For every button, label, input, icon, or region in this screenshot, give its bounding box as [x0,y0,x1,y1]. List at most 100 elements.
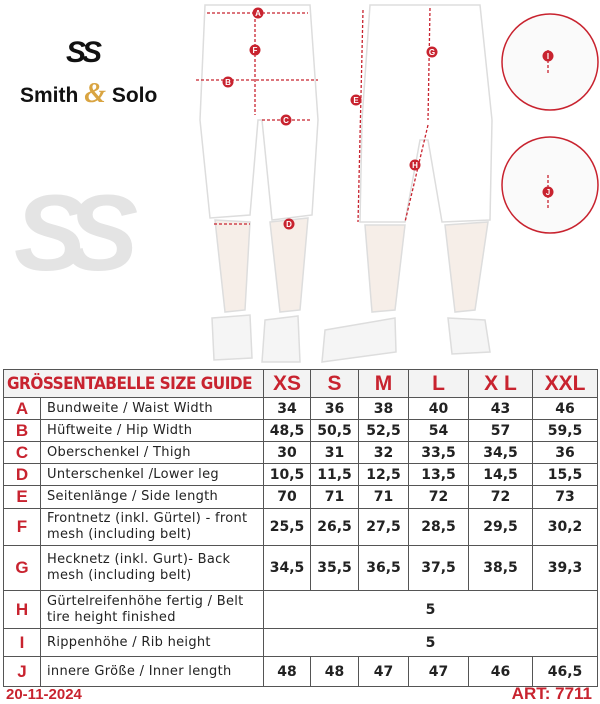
value-cell: 30,2 [532,508,599,546]
value-cell: 46,5 [532,656,599,687]
value-cell: 34,5 [468,441,534,464]
waistband-detail-circle [501,13,599,111]
value-cell: 50,5 [310,419,360,442]
row-description: Unterschenkel /Lower leg [39,463,265,486]
value-cell: 15,5 [532,463,599,486]
value-cell: 46 [468,656,534,687]
value-cell: 28,5 [408,508,470,546]
table-title: GRÖSSENTABELLE SIZE GUIDE [2,369,265,398]
brand-watermark: SS [14,172,138,293]
value-cell: 35,5 [310,545,360,591]
measure-marker-label: H [412,161,418,170]
table-row: E Seitenlänge / Side length 70 71 71 72 72 73 [3,485,599,509]
measure-marker-j [542,186,554,198]
value-cell: 39,3 [532,545,599,591]
value-cell: 34 [263,397,312,420]
value-cell: 71 [310,485,360,509]
brand-ampersand: & [84,78,106,109]
value-cell: 31 [310,441,360,464]
measure-marker-label: B [225,78,231,87]
row-letter: J [3,656,41,687]
measure-marker-label: I [547,52,549,61]
value-cell: 46 [532,397,599,420]
value-cell: 57 [468,419,534,442]
table-row: B Hüftweite / Hip Width 48,5 50,5 52,5 54 57 59… [3,419,599,442]
measure-marker-h [409,159,421,171]
measure-marker-label: C [283,116,289,125]
merged-value-cell: 5 [263,628,599,657]
value-cell: 72 [408,485,470,509]
row-letter: F [3,508,41,546]
row-letter: A [3,397,41,420]
measure-marker-b [222,76,234,88]
table-row: D Unterschenkel /Lower leg 10,5 11,5 12,5 13,… [3,463,599,486]
rib-detail-circle [501,136,599,234]
row-letter: B [3,419,41,442]
value-cell: 13,5 [408,463,470,486]
table-row: A Bundweite / Waist Width 34 36 38 40 43 46 [3,397,599,420]
row-description: Frontnetz (inkl. Gürtel) - front mesh (i… [39,508,265,546]
row-letter: H [3,590,41,629]
value-cell: 30 [263,441,312,464]
value-cell: 73 [532,485,599,509]
value-cell: 47 [408,656,470,687]
value-cell: 36 [532,441,599,464]
date-label: 20-11-2024 [6,686,82,703]
value-cell: 37,5 [408,545,470,591]
table-row: C Oberschenkel / Thigh 30 31 32 33,5 34,5 36 [3,441,599,464]
value-cell: 70 [263,485,312,509]
size-header: L [408,369,470,398]
value-cell: 36 [310,397,360,420]
value-cell: 52,5 [358,419,410,442]
value-cell: 26,5 [310,508,360,546]
value-cell: 33,5 [408,441,470,464]
row-description: Gürtelreifenhöhe fertig / Belt tire heig… [39,590,265,629]
table-row: F Frontnetz (inkl. Gürtel) - front mesh (… [3,508,599,546]
value-cell: 29,5 [468,508,534,546]
brand-name-part1: Smith [20,84,79,107]
value-cell: 47 [358,656,410,687]
value-cell: 48 [310,656,360,687]
back-view-pants [321,4,493,363]
value-cell: 36,5 [358,545,410,591]
value-cell: 11,5 [310,463,360,486]
product-diagram: A B C D E F G H I J [196,4,599,363]
value-cell: 32 [358,441,410,464]
row-description: innere Größe / Inner length [39,656,265,687]
front-view-pants [199,4,319,363]
measure-marker-label: J [546,188,550,197]
value-cell: 14,5 [468,463,534,486]
table-header-row: GRÖSSENTABELLE SIZE GUIDE XS S M L X L X… [2,369,599,398]
measure-marker-label: F [253,46,258,55]
row-letter: I [3,628,41,657]
row-description: Hüftweite / Hip Width [39,419,265,442]
row-description: Oberschenkel / Thigh [39,441,265,464]
row-letter: D [3,463,41,486]
measure-marker-label: G [429,48,435,57]
size-header: XS [263,369,312,398]
row-letter: E [3,485,41,509]
row-description: Seitenlänge / Side length [39,485,265,509]
value-cell: 12,5 [358,463,410,486]
row-description: Rippenhöhe / Rib height [39,628,265,657]
measure-marker-c [280,114,292,126]
value-cell: 27,5 [358,508,410,546]
value-cell: 38 [358,397,410,420]
size-header: S [310,369,360,398]
brand-name-part2: Solo [111,84,158,107]
measure-marker-a [252,7,264,19]
value-cell: 48 [263,656,312,687]
size-guide-table: GRÖSSENTABELLE SIZE GUIDE XS S M L X L X… [2,369,599,687]
value-cell: 71 [358,485,410,509]
merged-value-cell: 5 [263,590,599,629]
measure-marker-e [350,94,362,106]
value-cell: 54 [408,419,470,442]
measure-marker-label: E [353,96,359,105]
brand-logo-mark: SS [66,36,102,69]
row-description: Bundweite / Waist Width [39,397,265,420]
brand-name: Smith & Solo [20,78,157,110]
value-cell: 43 [468,397,534,420]
size-header: M [358,369,410,398]
article-number: ART: 7711 [511,684,592,703]
